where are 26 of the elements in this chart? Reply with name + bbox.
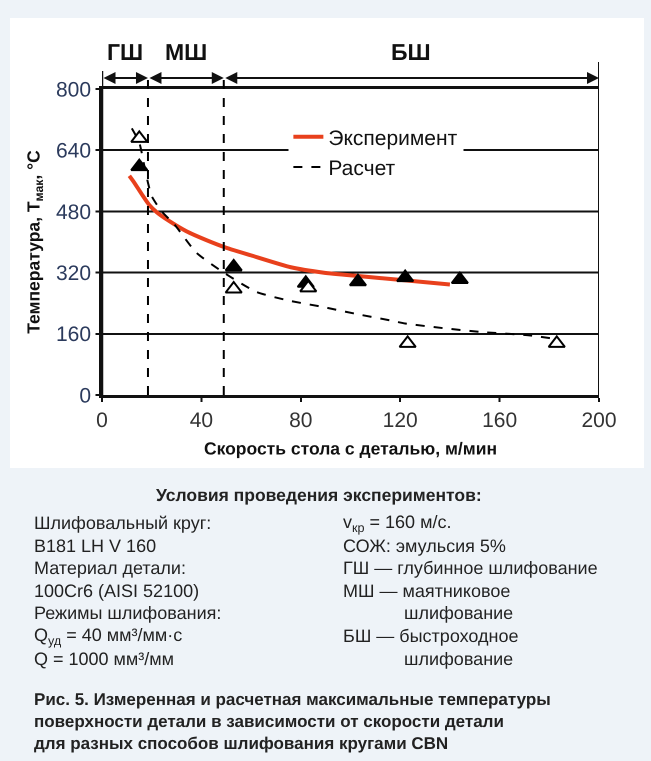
- x-tick-label: 80: [289, 408, 312, 432]
- x-axis-title: Скорость стола с деталью, м/мин: [204, 438, 498, 459]
- x-tick-label: 40: [190, 408, 214, 432]
- text: СОЖ: эмульсия 5%: [343, 536, 506, 556]
- x-tick-label: 120: [382, 408, 418, 432]
- text: ГШ — глубинное шлифование: [343, 558, 598, 578]
- text: Шлифовальный круг: B181 LH V 160 Материал детали: 100Cr6 (AISI 52100) Режимы шлифования: Q$_{уд}$ = 40 мм³/мм·с Q = 1000 мм³/мм: [34, 513, 222, 669]
- text: МШ: [165, 39, 208, 65]
- text: БШ — быстроходное шлифование: [343, 626, 518, 669]
- text: v$_{кр}$ = 160 м/с.: [343, 512, 452, 535]
- y-tick-label: 320: [56, 262, 92, 285]
- y-tick-label: 800: [56, 78, 92, 102]
- text: Рис. 5. Измеренная и расчетная максимальные температуры поверхности детали в зависимости от скорости детали для разных способов шлифования кругами CBN: [34, 690, 551, 754]
- x-tick-label: 0: [96, 408, 108, 432]
- y-tick-label: 160: [56, 323, 92, 346]
- y-tick-label: 0: [79, 384, 92, 408]
- legend-label: Эксперимент: [328, 126, 458, 150]
- text: МШ — маятниковое шлифование: [343, 581, 514, 623]
- text: ГШ: [107, 39, 144, 65]
- x-tick-label: 160: [482, 408, 518, 432]
- text: БШ: [391, 39, 431, 65]
- x-tick-label: 200: [581, 408, 617, 432]
- legend-label: Расчет: [328, 157, 396, 180]
- y-tick-label: 480: [56, 200, 92, 224]
- text: Условия проведения экспериментов:: [156, 485, 482, 505]
- y-tick-label: 640: [56, 140, 92, 163]
